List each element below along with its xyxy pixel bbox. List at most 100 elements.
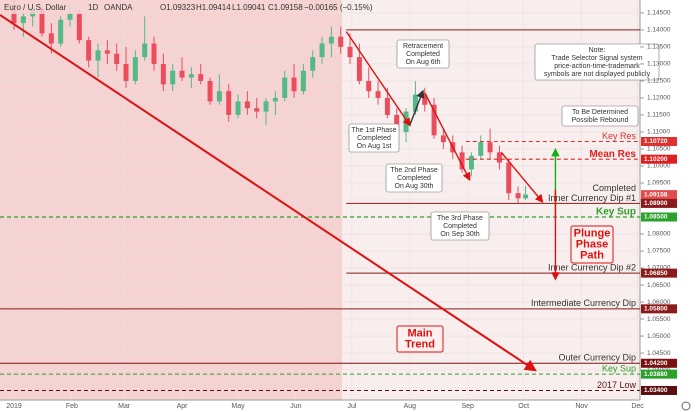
x-tick-label: May xyxy=(231,403,245,410)
y-tick-label: 1.08000 xyxy=(647,231,671,238)
candle-body xyxy=(142,43,148,58)
candle-body xyxy=(198,74,204,81)
arrow xyxy=(409,89,425,126)
candle-body xyxy=(347,46,353,58)
price-badge xyxy=(641,212,677,222)
price-badge xyxy=(641,385,677,395)
price-badge-label: 1.05800 xyxy=(644,306,668,313)
candle-body xyxy=(366,80,372,92)
x-tick-label: Sep xyxy=(461,403,474,410)
annotation-text: The 1st Phase xyxy=(351,127,396,134)
y-tick-label: 1.10500 xyxy=(647,146,671,153)
candle-body xyxy=(254,108,260,112)
annotation-box xyxy=(534,43,660,81)
y-tick-label: 1.11500 xyxy=(647,112,670,119)
annotation-text: Possible Rebound xyxy=(572,117,629,124)
annotation-text: On Aug 30th xyxy=(395,183,434,190)
arrow xyxy=(424,92,471,182)
candle-body xyxy=(496,152,502,163)
level-label: Intermediate Currency Dip xyxy=(531,298,636,308)
annotation-text: The 2nd Phase xyxy=(390,167,438,174)
candle-body xyxy=(48,33,54,44)
price-badge xyxy=(641,136,677,146)
candle-body xyxy=(11,9,17,24)
annotation-text: To Be Determined xyxy=(572,109,628,116)
price-badge xyxy=(641,190,677,200)
candle-body xyxy=(422,94,428,105)
candle-body xyxy=(114,53,120,64)
annotation-text: The 3rd Phase xyxy=(437,215,483,222)
change: −0.00165 (−0.15%) xyxy=(304,3,373,12)
x-tick-label: Oct xyxy=(518,403,529,410)
level-label: Outer Currency Dip xyxy=(558,353,636,363)
candle-body xyxy=(291,77,297,92)
x-tick-label: Jul xyxy=(347,403,356,410)
y-tick-label: 1.07500 xyxy=(647,248,671,255)
candle-body xyxy=(375,91,381,98)
price-badge-label: 1.10200 xyxy=(644,156,668,163)
annotation-text: Completed xyxy=(406,51,440,58)
settings-icon[interactable] xyxy=(681,401,691,411)
annotation-text: Completed xyxy=(443,223,477,230)
annotation-box xyxy=(348,123,400,153)
price-badge-label: 1.04200 xyxy=(644,360,668,367)
annotation-text: On Aug 1st xyxy=(357,143,392,150)
y-tick-label: 1.05000 xyxy=(647,333,671,340)
candle-body xyxy=(58,19,64,44)
price-badge-label: 1.08500 xyxy=(644,214,668,221)
x-tick-label: Dec xyxy=(631,403,644,410)
candle-body xyxy=(244,101,250,109)
candle-body xyxy=(459,152,465,170)
y-tick-label: 1.11000 xyxy=(647,129,670,136)
candle-body xyxy=(104,50,110,54)
candle-body xyxy=(207,80,213,102)
candle-body xyxy=(338,36,344,47)
y-tick-label: 1.04500 xyxy=(647,350,671,357)
annotation-box xyxy=(430,211,490,241)
level-label: 2017 Low xyxy=(597,380,637,390)
y-tick-label: 1.12500 xyxy=(647,78,671,85)
candle-body xyxy=(384,97,390,115)
x-tick-label: Nov xyxy=(575,403,588,410)
candle-body xyxy=(468,155,474,170)
arrow xyxy=(500,151,544,203)
y-tick-label: 1.14500 xyxy=(647,10,671,17)
level-label: Key Sup xyxy=(596,207,636,218)
y-tick-label: 1.12000 xyxy=(647,95,671,102)
price-badge-label: 1.03880 xyxy=(644,371,668,378)
low: L1.09041 xyxy=(232,3,266,12)
candle-body xyxy=(300,70,306,92)
arrow xyxy=(0,14,537,372)
annotation-text: Path xyxy=(580,249,604,261)
annotation-text: On Sep 30th xyxy=(440,231,479,238)
candle-body xyxy=(235,101,241,115)
candle-body xyxy=(487,142,493,153)
candle-body xyxy=(170,70,176,85)
candle-body xyxy=(319,43,325,58)
annotation-text: On Aug 6th xyxy=(405,59,440,66)
x-tick-label: 2019 xyxy=(6,403,22,410)
annotation-text: Plunge xyxy=(574,227,611,239)
y-tick-label: 1.13500 xyxy=(647,44,671,51)
arrow xyxy=(345,31,411,127)
candle-body xyxy=(328,36,334,44)
candle-body xyxy=(216,91,222,102)
level-label: Key Res xyxy=(602,131,637,141)
open: O1.09323 xyxy=(160,3,196,12)
candle-body xyxy=(412,94,418,112)
high: H1.09414 xyxy=(196,3,231,12)
candle-body xyxy=(179,70,185,78)
candle-body xyxy=(431,104,437,136)
candle-body xyxy=(263,101,269,112)
y-tick-label: 1.10000 xyxy=(647,163,671,170)
candle-body xyxy=(440,135,446,143)
annotation-box xyxy=(570,225,614,264)
annotation-text: Phase xyxy=(576,238,608,250)
candle-body xyxy=(310,57,316,71)
level-label: Inner Currency Dip #2 xyxy=(548,263,636,273)
candle-body xyxy=(151,43,157,64)
close: C1.09158 xyxy=(268,3,303,12)
level-label: Inner Currency Dip #1 xyxy=(548,193,636,203)
candle-body xyxy=(356,57,362,81)
level-label: Key Sup xyxy=(602,364,636,374)
